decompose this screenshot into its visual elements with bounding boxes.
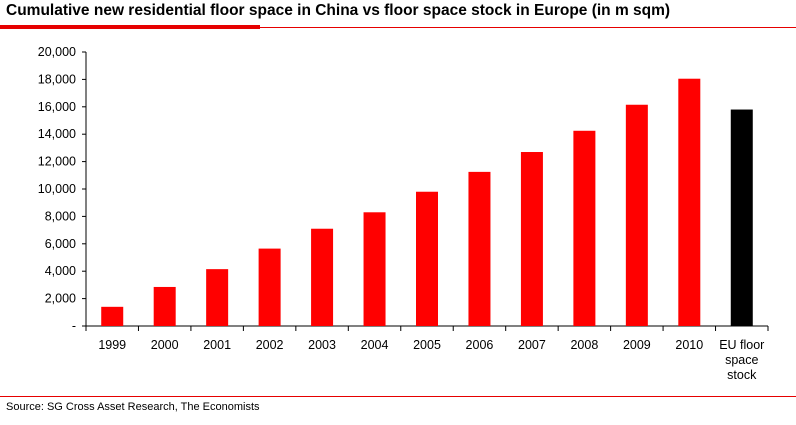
y-tick-label: 4,000: [45, 264, 76, 278]
title-accent-rule: [0, 25, 260, 29]
x-tick-label: EU floor: [719, 338, 764, 352]
y-tick-label: 16,000: [38, 100, 76, 114]
x-tick-label: space: [725, 353, 758, 367]
y-tick-label: -: [72, 319, 76, 333]
bar-2010: [678, 78, 701, 326]
x-tick-label: 1999: [98, 338, 126, 352]
y-tick-label: 8,000: [45, 209, 76, 223]
y-tick-label: 10,000: [38, 182, 76, 196]
y-tick-label: 18,000: [38, 72, 76, 86]
bar-2001: [206, 269, 229, 326]
bars: [101, 78, 753, 327]
bar-2004: [363, 212, 386, 326]
x-tick-label: stock: [727, 368, 757, 382]
x-tick-label: 2003: [308, 338, 336, 352]
title-thin-rule: [260, 27, 796, 28]
x-tick-label: 2000: [151, 338, 179, 352]
x-tick-label: 2005: [413, 338, 441, 352]
y-tick-label: 20,000: [38, 45, 76, 59]
y-tick-label: 6,000: [45, 237, 76, 251]
source-note: Source: SG Cross Asset Research, The Eco…: [6, 401, 260, 413]
y-tick-label: 14,000: [38, 127, 76, 141]
bar-2008: [573, 130, 596, 326]
footer-rule: [0, 396, 796, 397]
bar-2005: [416, 191, 438, 326]
bar-2000: [153, 286, 176, 326]
x-tick-label: 2004: [361, 338, 389, 352]
bar-2003: [311, 228, 334, 326]
bar-1999: [101, 306, 124, 326]
x-tick-label: 2006: [466, 338, 494, 352]
y-tick-label: 2,000: [45, 292, 76, 306]
x-tick-label: 2002: [256, 338, 284, 352]
x-tick-label: 2009: [623, 338, 651, 352]
x-tick-label: 2008: [570, 338, 598, 352]
bar-chart: - 2,000 4,000 6,000 8,000 10,000 12,000 14,000 1…: [38, 45, 769, 382]
bar-2006: [468, 171, 491, 326]
bar-eu-floor-space-stock: [730, 109, 753, 326]
y-axis: - 2,000 4,000 6,000 8,000 10,000 12,000 14,000 1…: [38, 45, 87, 333]
x-axis: 1999 2000 2001 2002 2003 2004 2005 2006 2007 2008…: [85, 325, 769, 382]
bar-2002: [258, 248, 281, 326]
y-tick-label: 12,000: [38, 155, 76, 169]
x-tick-label: 2010: [675, 338, 703, 352]
bar-2007: [520, 152, 543, 326]
chart-title: Cumulative new residential floor space i…: [6, 2, 671, 19]
x-tick-label: 2007: [518, 338, 546, 352]
bar-2009: [625, 104, 648, 327]
x-tick-label: 2001: [203, 338, 231, 352]
